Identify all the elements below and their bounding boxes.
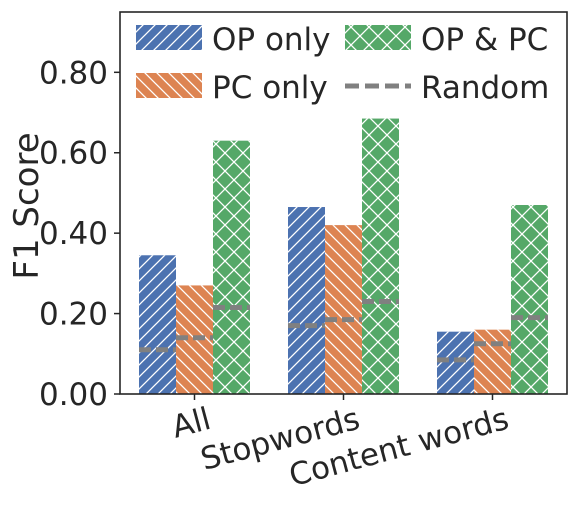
y-tick-label: 0.20 — [39, 297, 108, 333]
legend-label: OP & PC — [421, 22, 548, 58]
bar-hatch — [325, 225, 362, 394]
legend: OP only OP & PC PC only Random — [136, 22, 549, 106]
bar-hatch — [362, 118, 399, 394]
y-axis-title: F1 Score — [7, 132, 47, 279]
y-tick-label: 0.40 — [39, 216, 108, 252]
y-tick-label: 0.80 — [39, 55, 108, 91]
y-tick-label: 0.60 — [39, 136, 108, 172]
bar-hatch — [474, 329, 511, 394]
x-tick-label: All — [168, 401, 214, 446]
bar-hatch — [288, 207, 325, 394]
legend-swatch-hatch — [136, 73, 202, 98]
legend-label: OP only — [212, 22, 331, 58]
legend-label: Random — [421, 70, 549, 106]
legend-swatch-hatch — [136, 25, 202, 50]
y-tick-label: 0.00 — [39, 377, 108, 413]
bar-hatch — [511, 205, 548, 394]
bar-hatch — [139, 255, 176, 394]
legend-label: PC only — [212, 70, 328, 106]
legend-swatch-hatch — [345, 25, 411, 50]
bar-hatch — [437, 331, 474, 394]
bar-hatch — [213, 140, 250, 394]
plot-frame — [119, 11, 568, 395]
